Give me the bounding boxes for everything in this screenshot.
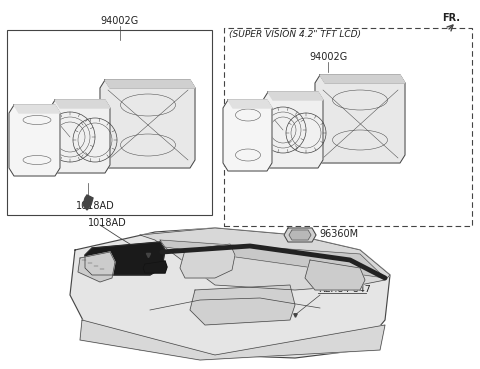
Polygon shape xyxy=(85,242,165,275)
Polygon shape xyxy=(160,240,385,278)
Polygon shape xyxy=(315,75,405,163)
Polygon shape xyxy=(268,92,323,100)
Polygon shape xyxy=(180,244,235,278)
Polygon shape xyxy=(263,92,323,168)
Polygon shape xyxy=(190,285,295,325)
Polygon shape xyxy=(80,320,385,360)
Polygon shape xyxy=(55,100,110,108)
Polygon shape xyxy=(14,105,60,113)
Polygon shape xyxy=(140,228,390,290)
Polygon shape xyxy=(9,105,60,176)
Polygon shape xyxy=(105,80,195,88)
Text: 94002G: 94002G xyxy=(101,16,139,26)
Polygon shape xyxy=(83,195,93,210)
Text: REF.84-847: REF.84-847 xyxy=(318,285,371,294)
Bar xyxy=(224,28,472,226)
Polygon shape xyxy=(50,100,110,173)
Polygon shape xyxy=(223,100,272,171)
Polygon shape xyxy=(78,252,115,282)
Polygon shape xyxy=(289,230,311,240)
Text: 94002G: 94002G xyxy=(309,52,348,62)
Text: 94360A: 94360A xyxy=(226,125,261,134)
Text: 1018AD: 1018AD xyxy=(76,201,114,211)
Bar xyxy=(7,30,212,215)
Text: 1018AD: 1018AD xyxy=(88,218,127,228)
Text: 96360M: 96360M xyxy=(319,229,358,239)
Polygon shape xyxy=(100,80,195,168)
Text: (SUPER VISION 4.2" TFT LCD): (SUPER VISION 4.2" TFT LCD) xyxy=(229,30,361,39)
Polygon shape xyxy=(305,260,365,290)
Polygon shape xyxy=(320,75,405,83)
Text: 94360A: 94360A xyxy=(8,131,43,139)
Polygon shape xyxy=(228,100,272,108)
Polygon shape xyxy=(70,228,390,358)
Text: FR.: FR. xyxy=(442,13,460,23)
Polygon shape xyxy=(143,261,167,273)
Polygon shape xyxy=(284,228,316,242)
